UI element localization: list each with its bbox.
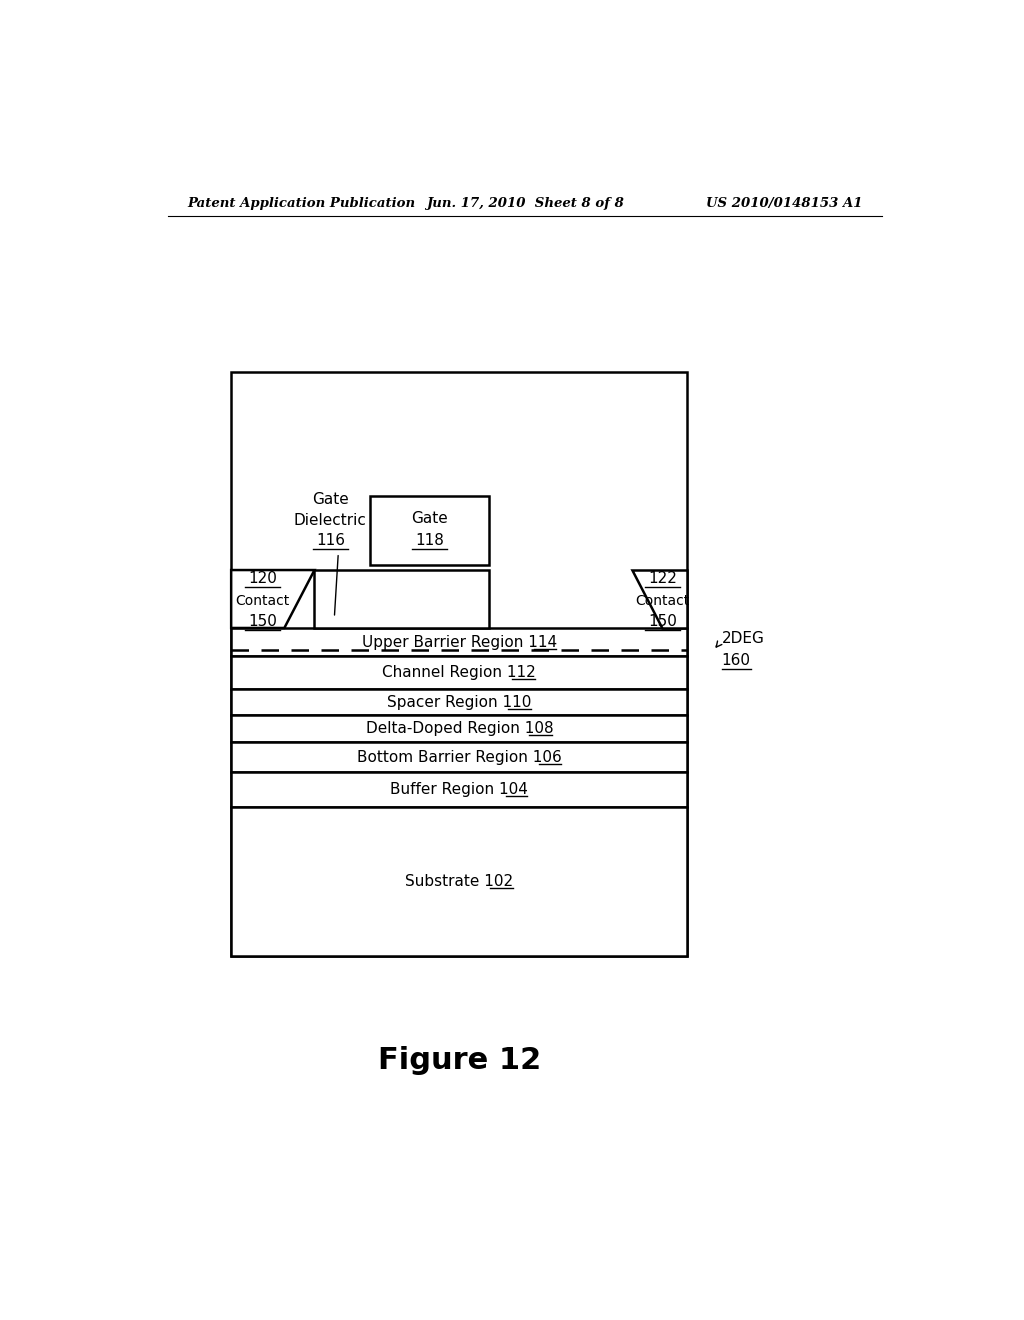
Text: Contact: Contact [635,594,689,609]
Bar [231,689,687,715]
Text: Bottom Barrier Region 106: Bottom Barrier Region 106 [357,750,562,764]
Bar [231,372,687,956]
Text: Figure 12: Figure 12 [378,1047,542,1076]
Text: Gate: Gate [312,492,349,507]
Text: 118: 118 [415,533,444,548]
Bar [231,715,687,742]
Bar [231,742,687,772]
Polygon shape [632,570,687,628]
Text: Spacer Region 110: Spacer Region 110 [387,694,531,710]
Text: Channel Region 112: Channel Region 112 [382,665,537,680]
Text: 2DEG: 2DEG [722,631,765,645]
Bar [231,807,687,956]
Polygon shape [231,570,314,628]
Text: 150: 150 [648,614,677,628]
Text: 116: 116 [315,533,345,548]
Text: Gate: Gate [412,511,447,525]
Text: 160: 160 [722,653,751,668]
Text: Upper Barrier Region 114: Upper Barrier Region 114 [361,635,557,649]
Bar [231,628,687,656]
Text: 122: 122 [648,572,677,586]
Text: Delta-Doped Region 108: Delta-Doped Region 108 [366,721,553,737]
Text: US 2010/0148153 A1: US 2010/0148153 A1 [706,197,862,210]
Text: Substrate 102: Substrate 102 [406,874,513,890]
Bar [370,496,489,565]
Text: 120: 120 [249,572,278,586]
Bar [314,570,489,628]
Text: Dielectric: Dielectric [294,512,367,528]
Bar [231,656,687,689]
Bar [231,772,687,807]
Text: Buffer Region 104: Buffer Region 104 [390,781,528,797]
Text: Contact: Contact [236,594,290,609]
Text: Jun. 17, 2010  Sheet 8 of 8: Jun. 17, 2010 Sheet 8 of 8 [426,197,624,210]
Text: Patent Application Publication: Patent Application Publication [187,197,416,210]
Text: 150: 150 [249,614,278,628]
